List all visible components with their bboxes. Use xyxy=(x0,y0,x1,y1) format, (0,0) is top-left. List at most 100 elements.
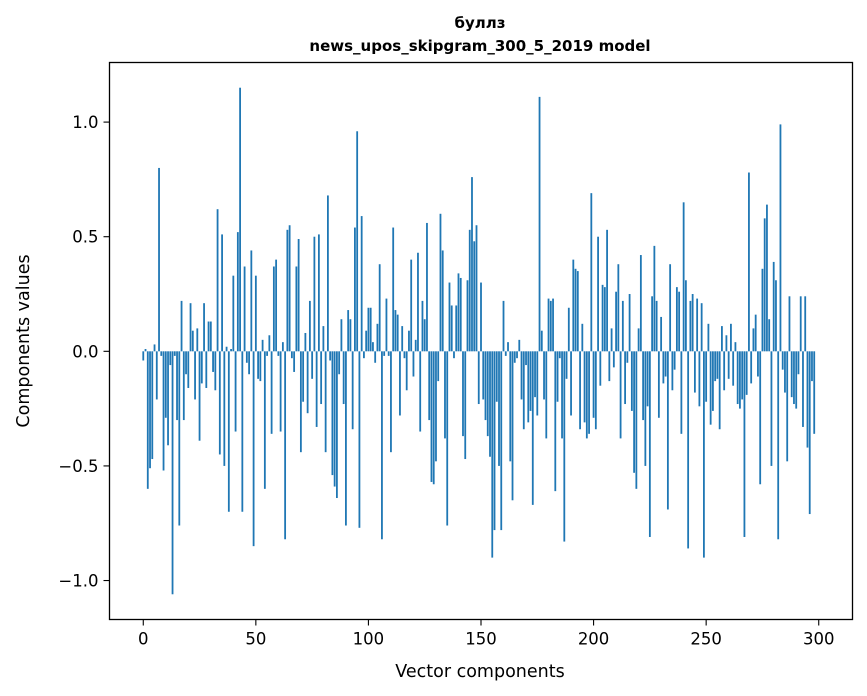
bar-246 xyxy=(696,298,699,352)
bar-227 xyxy=(653,245,656,352)
bar-87 xyxy=(338,351,341,375)
bar-197 xyxy=(585,351,588,439)
bar-215 xyxy=(626,351,629,363)
bar-98 xyxy=(363,351,365,359)
bar-260 xyxy=(727,351,730,379)
bar-140 xyxy=(457,273,460,352)
bar-13 xyxy=(171,351,174,595)
y-tick-label: 1.0 xyxy=(72,113,98,132)
bar-241 xyxy=(684,280,687,352)
bar-49 xyxy=(252,351,255,547)
bar-209 xyxy=(612,351,615,368)
bar-284 xyxy=(781,351,784,370)
bar-93 xyxy=(351,351,354,430)
bar-192 xyxy=(574,268,577,352)
bar-6 xyxy=(155,351,158,400)
bar-123 xyxy=(419,351,422,432)
bar-61 xyxy=(279,351,282,432)
bar-8 xyxy=(160,351,163,356)
bar-274 xyxy=(759,351,762,485)
bar-27 xyxy=(203,303,205,352)
bar-289 xyxy=(793,351,795,405)
bar-132 xyxy=(439,213,442,352)
bar-65 xyxy=(288,225,291,352)
bar-210 xyxy=(615,291,617,352)
bar-77 xyxy=(315,351,318,427)
bar-18 xyxy=(182,351,185,421)
bar-195 xyxy=(581,323,584,352)
bar-14 xyxy=(173,351,176,356)
bar-67 xyxy=(293,351,296,372)
bar-11 xyxy=(167,351,169,446)
bar-244 xyxy=(691,294,694,352)
bar-121 xyxy=(414,339,417,352)
bar-157 xyxy=(495,351,498,402)
bar-76 xyxy=(313,236,316,352)
bar-22 xyxy=(191,330,194,352)
bar-2 xyxy=(146,351,149,489)
bar-294 xyxy=(804,296,807,352)
bar-264 xyxy=(736,351,739,405)
bar-251 xyxy=(707,323,710,352)
bar-70 xyxy=(299,351,302,453)
bar-62 xyxy=(281,342,284,352)
bar-297 xyxy=(811,351,813,382)
bar-200 xyxy=(592,351,595,418)
bar-101 xyxy=(369,307,372,352)
bar-242 xyxy=(687,351,690,549)
bar-290 xyxy=(795,351,798,409)
bar-170 xyxy=(525,351,527,366)
bar-44 xyxy=(241,351,244,512)
bar-50 xyxy=(254,275,257,352)
bar-253 xyxy=(712,351,714,411)
bar-53 xyxy=(261,339,264,352)
bar-281 xyxy=(775,280,777,352)
bar-276 xyxy=(763,218,766,352)
bar-239 xyxy=(680,351,683,434)
bar-125 xyxy=(423,319,426,352)
bar-0 xyxy=(142,351,145,361)
bar-71 xyxy=(302,351,305,402)
bar-37 xyxy=(225,346,228,352)
bar-213 xyxy=(621,300,624,352)
bar-88 xyxy=(340,319,343,352)
y-tick-label: 0.5 xyxy=(72,228,98,247)
bar-19 xyxy=(185,351,187,375)
bar-234 xyxy=(669,264,672,352)
bar-293 xyxy=(802,351,804,427)
bar-83 xyxy=(329,351,332,361)
bar-255 xyxy=(716,351,719,379)
bar-263 xyxy=(734,342,737,352)
bar-217 xyxy=(630,351,633,411)
bar-269 xyxy=(748,172,750,352)
bar-32 xyxy=(214,351,217,391)
bar-143 xyxy=(464,351,467,460)
bar-257 xyxy=(721,326,723,352)
bar-64 xyxy=(286,229,289,352)
bar-9 xyxy=(162,351,165,471)
bar-119 xyxy=(410,259,413,352)
bar-103 xyxy=(374,351,377,363)
bar-4 xyxy=(151,351,154,460)
bar-137 xyxy=(450,305,453,352)
bar-172 xyxy=(529,351,532,411)
bar-100 xyxy=(367,307,370,352)
bar-202 xyxy=(597,236,599,352)
chart-title-line2: news_upos_skipgram_300_5_2019 model xyxy=(309,37,650,55)
bar-162 xyxy=(507,342,509,352)
bar-265 xyxy=(739,351,741,409)
bar-268 xyxy=(745,351,748,395)
bar-273 xyxy=(757,351,759,377)
plot-frame xyxy=(108,61,854,621)
bar-279 xyxy=(770,351,773,466)
bar-286 xyxy=(786,351,789,462)
bar-270 xyxy=(750,351,753,384)
bar-288 xyxy=(790,351,793,398)
bar-73 xyxy=(306,351,309,414)
bar-81 xyxy=(324,351,327,453)
bar-161 xyxy=(504,351,507,356)
bar-235 xyxy=(671,351,674,391)
bar-196 xyxy=(583,351,586,423)
